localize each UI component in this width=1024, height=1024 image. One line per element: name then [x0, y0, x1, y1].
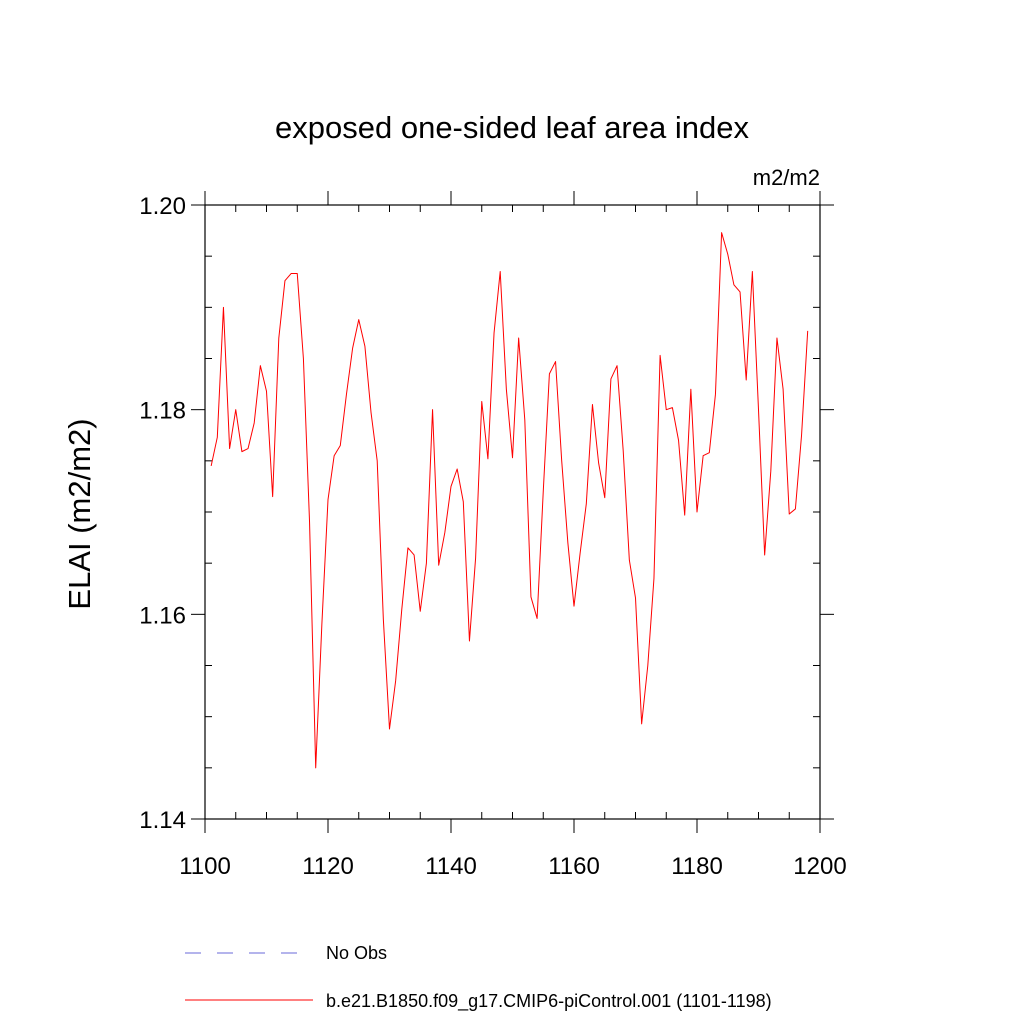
- legend: No Obs b.e21.B1850.f09_g17.CMIP6-piContr…: [185, 943, 772, 1012]
- x-tick-label: 1180: [671, 853, 723, 880]
- x-tick-label: 1200: [793, 853, 846, 880]
- y-axis-label: ELAI (m2/m2): [62, 418, 97, 609]
- y-tick-label: 1.18: [139, 398, 186, 425]
- x-tick-label: 1120: [302, 853, 354, 880]
- units-label: m2/m2: [753, 165, 820, 190]
- series-line-0: [210, 232, 809, 769]
- axis-tick-labels: 1100 1120 1140 1160 1180 1200 1.14 1.16 1.18 1.20: [139, 193, 846, 880]
- y-tick-label: 1.20: [139, 193, 186, 220]
- legend-label-no-obs: No Obs: [326, 943, 387, 963]
- y-tick-label: 1.14: [139, 807, 186, 834]
- axis-ticks: [191, 191, 834, 833]
- legend-label-control-run: b.e21.B1850.f09_g17.CMIP6-piControl.001 …: [326, 991, 772, 1012]
- x-tick-label: 1100: [179, 853, 231, 880]
- y-tick-label: 1.16: [139, 602, 186, 629]
- x-tick-label: 1160: [548, 853, 600, 880]
- plot-frame: [204, 204, 821, 820]
- series-layer: [210, 232, 809, 769]
- x-tick-label: 1140: [425, 853, 477, 880]
- chart-title: exposed one-sided leaf area index: [275, 110, 749, 145]
